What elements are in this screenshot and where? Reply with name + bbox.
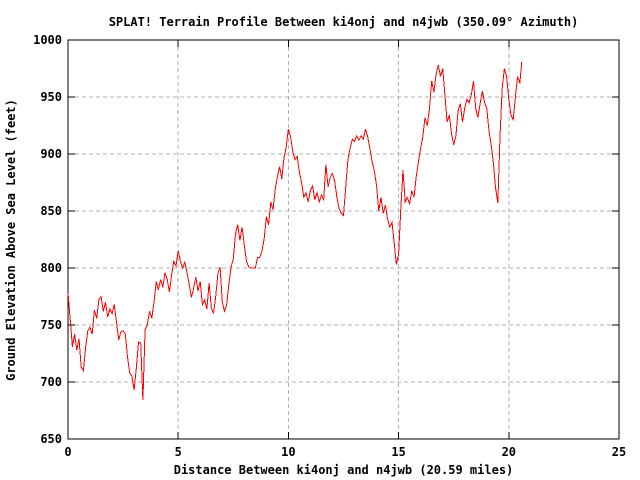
x-tick-label: 20 (502, 445, 516, 459)
terrain-profile-line (67, 61, 523, 401)
x-tick-label: 15 (391, 445, 405, 459)
plot-border (67, 39, 620, 440)
y-tick-label: 700 (40, 375, 62, 389)
y-tick-label: 900 (40, 147, 62, 161)
x-axis-title: Distance Between ki4onj and n4jwb (20.59… (173, 463, 514, 477)
x-tick-label: 0 (64, 445, 71, 459)
x-tick-label: 25 (612, 445, 626, 459)
y-tick-label: 850 (40, 204, 62, 218)
x-tick-label: 5 (175, 445, 182, 459)
y-tick-label: 1000 (33, 33, 62, 47)
y-tick-label: 650 (40, 432, 62, 446)
y-tick-label: 750 (40, 318, 62, 332)
y-tick-label: 800 (40, 261, 62, 275)
x-tick-label: 10 (281, 445, 295, 459)
chart-title: SPLAT! Terrain Profile Between ki4onj an… (108, 15, 579, 29)
y-tick-label: 950 (40, 90, 62, 104)
y-axis-title: Ground Elevation Above Sea Level (feet) (4, 99, 18, 381)
